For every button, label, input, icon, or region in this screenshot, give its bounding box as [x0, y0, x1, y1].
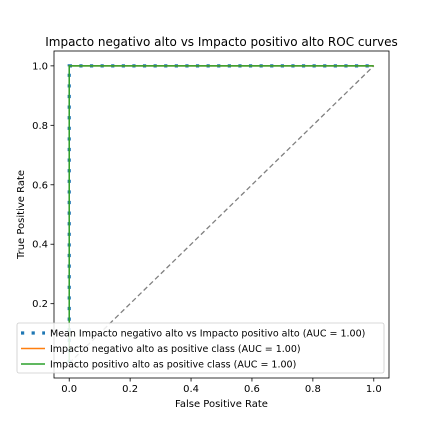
y-axis-label: True Positive Rate [16, 170, 27, 260]
legend-label-1: Mean Impacto negativo alto vs Impacto po… [50, 329, 365, 340]
x-tick-label: 1.0 [366, 384, 382, 395]
y-tick-label: 0.4 [32, 240, 48, 251]
y-tick-label: 0.2 [32, 299, 48, 310]
y-tick-label: 0.6 [32, 180, 48, 191]
x-axis: 0.0 0.2 0.4 0.6 0.8 1.0 [61, 378, 382, 395]
plot-lines [67, 64, 375, 364]
chart-title: Impacto negativo alto vs Impacto positiv… [45, 35, 398, 49]
x-tick-label: 0.8 [305, 384, 321, 395]
x-tick-label: 0.4 [183, 384, 199, 395]
legend-box [16, 322, 385, 374]
x-tick-label: 0.2 [122, 384, 138, 395]
legend: Mean Impacto negativo alto vs Impacto po… [16, 322, 385, 374]
x-tick-label: 0.6 [244, 384, 260, 395]
x-tick-label: 0.0 [61, 384, 77, 395]
y-tick-label: 1.0 [32, 61, 48, 72]
y-tick-label: 0.8 [32, 121, 48, 132]
series-line-3 [68, 65, 374, 364]
plot-frame [53, 50, 390, 379]
legend-label-2: Impacto negativo alto as positive class … [50, 344, 301, 355]
chance-line [68, 65, 375, 364]
x-axis-label: False Positive Rate [175, 399, 268, 410]
y-axis: 0.2 0.4 0.6 0.8 1.0 [32, 61, 54, 310]
legend-label-3: Impacto positivo alto as positive class … [50, 360, 296, 371]
